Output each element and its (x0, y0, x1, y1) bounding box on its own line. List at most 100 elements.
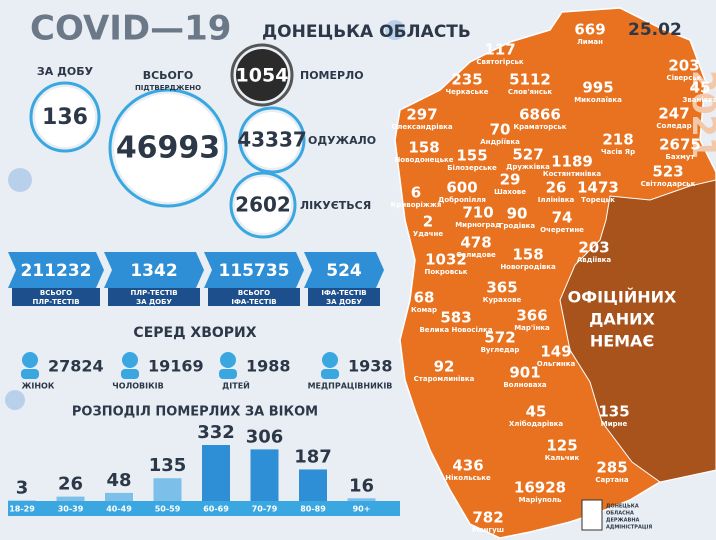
place-name: Миколаївка (574, 96, 622, 104)
place-value: 16928 (514, 479, 566, 497)
place-name: Сіверськ (666, 74, 701, 82)
patient-value: 1988 (246, 357, 291, 376)
region: ДОНЕЦЬКА ОБЛАСТЬ (262, 22, 471, 42)
stat-label: ВСЬОГО (143, 69, 194, 82)
stat-circle (244, 112, 300, 168)
place-value: 285 (596, 459, 627, 477)
place-value: 158 (512, 246, 543, 264)
test-label: ІФА-ТЕСТІВ (231, 298, 276, 306)
bar (56, 496, 85, 501)
bar (299, 469, 327, 501)
place-name: Велика Новосілка (419, 326, 492, 334)
stat-value: 43337 (237, 128, 307, 152)
age-band (8, 501, 400, 516)
patient-value: 1938 (348, 357, 393, 376)
place-value: 158 (408, 139, 439, 157)
no-data-text: ОФІЦІЙНИХ (568, 288, 677, 307)
place-name: Краматорськ (513, 123, 566, 131)
place-name: Криворіжжя (391, 201, 442, 209)
place-value: 297 (406, 106, 437, 124)
place-name: Андріївка (480, 138, 520, 146)
place-name: Вугледар (481, 346, 520, 354)
place-value: 203 (668, 57, 699, 75)
place-value: 710 (462, 204, 493, 222)
bar (8, 500, 36, 501)
test-label: ЗА ДОБУ (326, 298, 362, 306)
age-label: 60-69 (203, 505, 229, 514)
bar-value: 306 (246, 426, 284, 447)
test-value: 524 (326, 261, 362, 281)
test-ribbon (204, 252, 304, 288)
place-value: 478 (460, 234, 491, 252)
stat-value: 2602 (235, 193, 291, 217)
place-value: 583 (440, 309, 471, 327)
person-icon (121, 369, 139, 379)
stat-circle (114, 94, 222, 202)
place-name: Дружківка (506, 163, 550, 171)
place-value: 1032 (425, 251, 467, 269)
stat-label: ОДУЖАЛО (308, 134, 376, 147)
test-label: ПЛР-ТЕСТІВ (32, 298, 79, 306)
place-name: Черкаське (446, 88, 489, 96)
place-value: 1473 (577, 179, 619, 197)
logo-text: ДЕРЖАВНА (606, 518, 640, 524)
place-value: 5112 (509, 71, 551, 89)
place-value: 45 (690, 79, 711, 97)
place-value: 6866 (519, 106, 561, 124)
test-value: 1342 (130, 261, 177, 281)
patient-label: ЧОЛОВІКІВ (112, 382, 163, 391)
place-name: Іллінівка (538, 196, 575, 204)
place-value: 74 (552, 209, 573, 227)
stat-label: ЛІКУЄТЬСЯ (300, 199, 371, 212)
section-title: СЕРЕД ХВОРИХ (133, 325, 256, 341)
age-label: 30-39 (58, 505, 84, 514)
place-value: 527 (512, 146, 543, 164)
person-icon (322, 352, 338, 368)
bar-value: 48 (106, 470, 131, 491)
place-value: 901 (509, 364, 540, 382)
place-name: Мирноград (455, 221, 501, 229)
stat-ring (238, 106, 306, 174)
logo-text: ОБЛАСНА (606, 511, 634, 517)
place-name: Гродівка (499, 222, 536, 230)
place-value: 155 (456, 147, 487, 165)
place-name: Торецьк (581, 196, 615, 204)
place-name: Мангуш (472, 526, 504, 534)
age-label: 18-29 (9, 505, 35, 514)
stat-ring (230, 43, 294, 107)
place-value: 90 (507, 205, 528, 223)
test-label: ЗА ДОБУ (136, 298, 172, 306)
place-name: Званівка (682, 96, 716, 104)
place-name: Удачне (413, 230, 443, 238)
place-value: 366 (516, 307, 547, 325)
no-data-text: ДАНИХ (589, 310, 655, 329)
test-label: ПЛР-ТЕСТІВ (130, 289, 177, 297)
place-value: 782 (472, 509, 503, 527)
bar-value: 16 (349, 475, 374, 496)
place-name: Лиман (577, 38, 603, 46)
title: COVID—19 (30, 9, 231, 49)
place-value: 600 (446, 179, 477, 197)
place-name: Олександрівка (391, 123, 453, 131)
bar-value: 135 (149, 455, 187, 476)
test-label: ІФА-ТЕСТІВ (321, 289, 366, 297)
test-label: ВСЬОГО (238, 289, 270, 297)
logo-text: АДМІНІСТРАЦІЯ (606, 525, 652, 531)
place-name: Сартана (595, 476, 628, 484)
test-label-band (308, 288, 380, 306)
test-label: ВСЬОГО (40, 289, 72, 297)
test-label-band (208, 288, 300, 306)
place-name: Старомлинівка (414, 375, 475, 383)
bar (347, 498, 376, 501)
chart-title: РОЗПОДІЛ ПОМЕРЛИХ ЗА ВІКОМ (72, 405, 318, 420)
place-name: Мар'їнка (514, 324, 550, 332)
place-name: Нікольське (445, 474, 491, 482)
place-name: Кальчик (545, 454, 580, 462)
test-ribbon (104, 252, 204, 288)
bar-value: 332 (197, 422, 235, 443)
test-label-band (12, 288, 100, 306)
stat-value: 136 (42, 105, 88, 130)
place-name: Слов'янськ (508, 88, 553, 96)
place-name: Білозерське (447, 164, 497, 172)
